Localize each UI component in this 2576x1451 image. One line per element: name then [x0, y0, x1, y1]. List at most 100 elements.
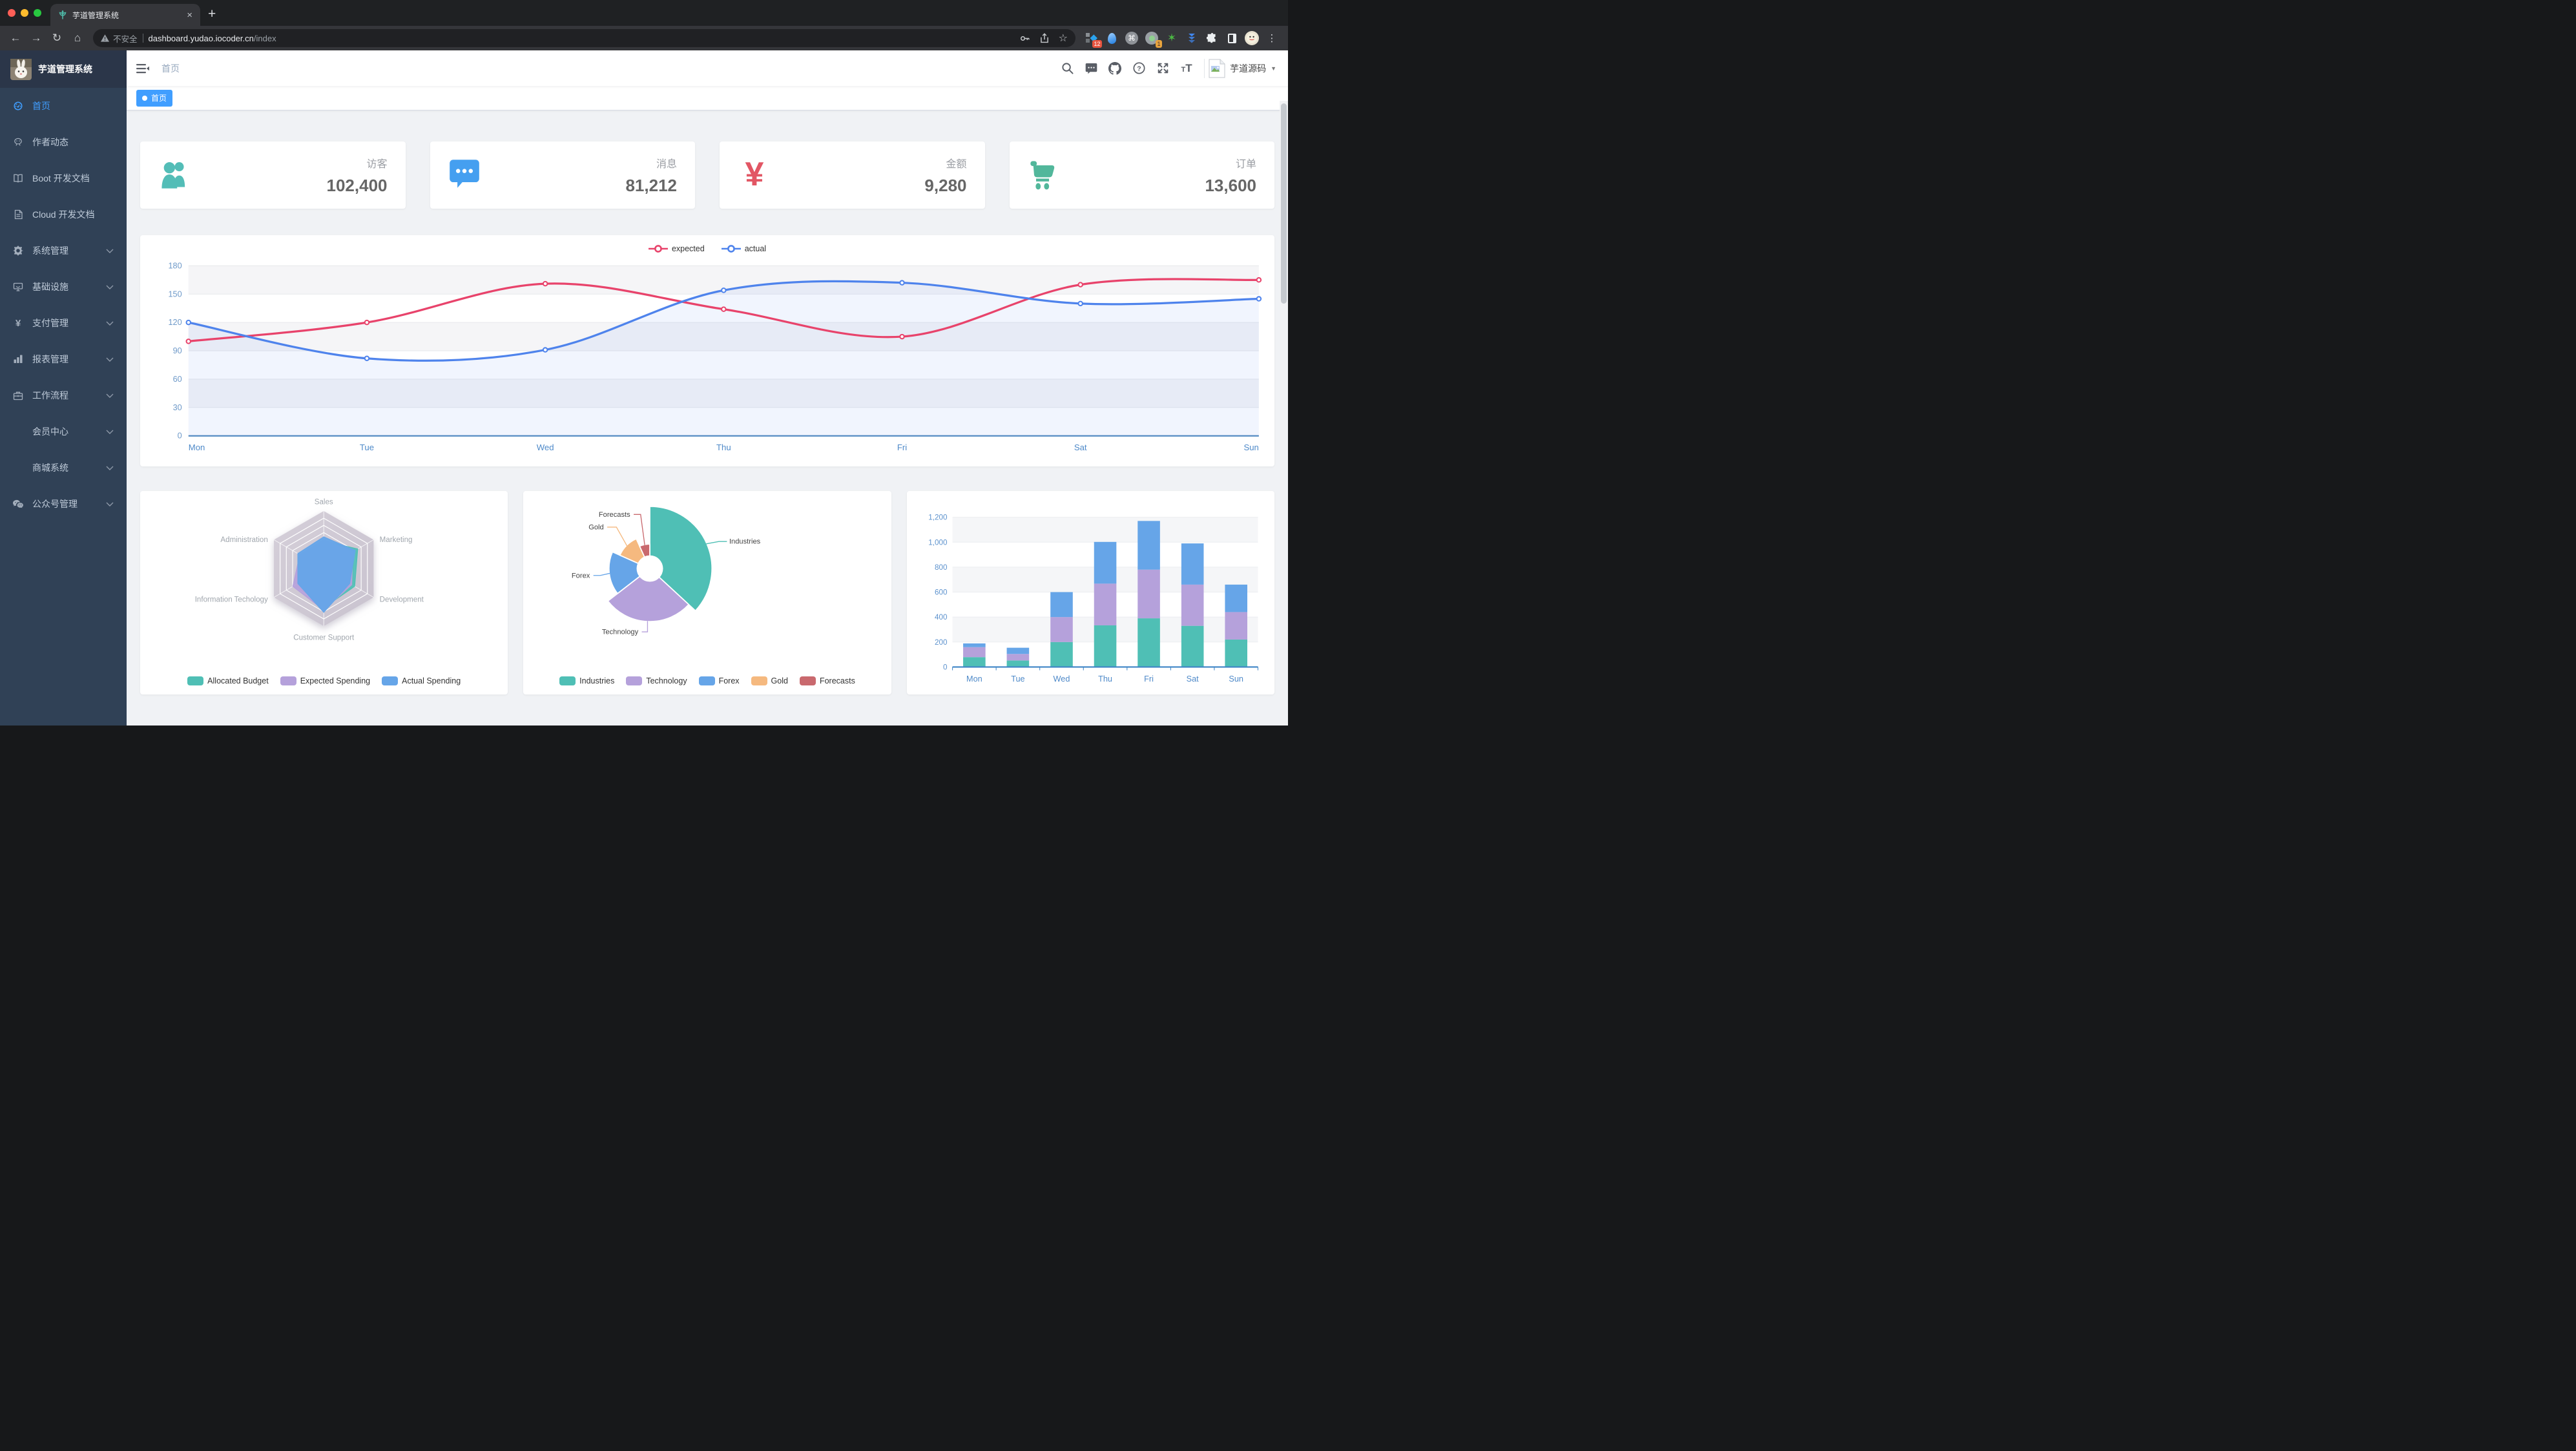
sidebar-logo[interactable]: 芋道管理系统 [0, 50, 127, 88]
balloon-icon[interactable] [1105, 31, 1119, 45]
chart-icon [13, 354, 23, 364]
breadcrumb[interactable]: 首页 [161, 63, 180, 74]
profile-avatar[interactable] [1245, 31, 1259, 45]
navbar: 首页 ? TT 芋道源码 ▼ [127, 50, 1288, 86]
security-warning[interactable]: 不安全 [101, 32, 138, 45]
browser-menu-icon[interactable]: ⋮ [1267, 33, 1277, 44]
browser-tabstrip: 芋道管理系统 × + [0, 0, 1288, 26]
sidebar-item-7[interactable]: ¥ 支付管理 [0, 305, 127, 341]
legend-item-actual[interactable]: actual [721, 244, 766, 253]
sidebar-item-5[interactable]: 系统管理 [0, 233, 127, 269]
sidebar-item-9[interactable]: 工作流程 [0, 377, 127, 413]
sidebar-item-8[interactable]: 报表管理 [0, 341, 127, 377]
tab-close-icon[interactable]: × [187, 9, 192, 21]
stat-money-icon: ¥ [745, 156, 764, 193]
green-star-icon[interactable]: ✶ [1167, 32, 1177, 44]
address-bar[interactable]: 不安全 dashboard.yudao.iocoder.cn/index ☆ [93, 29, 1075, 47]
tag-首页[interactable]: 首页 [136, 89, 173, 107]
sidebar-item-10[interactable]: 会员中心 [0, 413, 127, 450]
message-icon[interactable] [1085, 62, 1097, 75]
line-chart: 0 30 60 90 120 150 180 Mon Tue Wed Thu Fri Sat Sun [149, 242, 1265, 459]
svg-text:Fri: Fri [897, 443, 907, 452]
legend-item-Gold[interactable]: Gold [751, 676, 788, 685]
legend-item-Industries[interactable]: Industries [559, 676, 614, 685]
browser-tab[interactable]: 芋道管理系统 × [50, 4, 200, 26]
sidebar-item-4[interactable]: Cloud 开发文档 [0, 196, 127, 233]
legend-item-Forecasts[interactable]: Forecasts [799, 676, 855, 685]
sidebar-item-6[interactable]: 基础设施 [0, 269, 127, 305]
minimize-window-button[interactable] [21, 9, 28, 17]
legend-swatch [187, 676, 204, 685]
question-icon[interactable]: ? [1132, 62, 1145, 75]
legend-swatch [559, 676, 576, 685]
extension-badge: 12 [1092, 40, 1102, 48]
stat-card-1[interactable]: 访客 102,400 [140, 141, 406, 209]
chevron-down-icon [106, 502, 114, 506]
radar-chart: Sales Marketing Development Customer Suppor… [144, 495, 504, 669]
command-icon[interactable]: ⌘ [1125, 31, 1139, 45]
svg-text:Forex: Forex [572, 572, 590, 579]
sidebar-item-12[interactable]: 公众号管理 [0, 486, 127, 522]
legend-item-Expected Spending[interactable]: Expected Spending [280, 676, 370, 685]
no-icon [13, 463, 23, 473]
sidebar-item-label: 系统管理 [32, 245, 68, 256]
username: 芋道源码 [1230, 63, 1267, 74]
new-tab-button[interactable]: + [208, 6, 216, 21]
share-icon[interactable] [1039, 32, 1050, 44]
key-icon[interactable] [1019, 33, 1030, 44]
back-icon[interactable]: ← [10, 32, 21, 44]
fullscreen-icon[interactable] [1156, 62, 1169, 75]
svg-text:60: 60 [173, 375, 182, 384]
stat-message-icon [448, 158, 482, 192]
chevron-down-icon [106, 249, 114, 253]
sidebar-item-2[interactable]: 作者动态 [0, 124, 127, 160]
legend-swatch [698, 676, 715, 685]
search-icon[interactable] [1061, 62, 1074, 75]
scrollbar-thumb[interactable] [1281, 103, 1287, 304]
sidebar-item-label: 报表管理 [32, 354, 68, 364]
recorder-icon[interactable]: 1 [1145, 31, 1162, 48]
profile-avatar[interactable] [1245, 31, 1259, 45]
line-chart-card: expected actual 0 30 60 90 120 150 180 Mon Tue Wed… [140, 235, 1274, 466]
puzzle-icon[interactable] [1205, 31, 1219, 45]
chart-legend: Allocated Budget Expected Spending Actual … [140, 676, 508, 685]
forward-icon[interactable]: → [30, 32, 42, 44]
svg-text:600: 600 [935, 589, 948, 597]
stat-card-3[interactable]: ¥ 金额 9,280 [720, 141, 985, 209]
sidebar-item-11[interactable]: 商城系统 [0, 450, 127, 486]
legend-item-Technology[interactable]: Technology [626, 676, 687, 685]
user-dropdown[interactable]: 芋道源码 ▼ [1204, 58, 1276, 78]
legend-marker-icon [648, 245, 668, 253]
close-window-button[interactable] [8, 9, 16, 17]
svg-text:1,200: 1,200 [928, 514, 948, 522]
sidebar-item-label: 支付管理 [32, 318, 68, 328]
sidebar-item-3[interactable]: Boot 开发文档 [0, 160, 127, 196]
stat-card-2[interactable]: 消息 81,212 [430, 141, 695, 209]
url-text[interactable]: dashboard.yudao.iocoder.cn/index [148, 33, 276, 43]
sidepanel-icon[interactable] [1225, 31, 1239, 45]
chevrons-icon[interactable] [1185, 31, 1199, 45]
caret-down-icon: ▼ [1271, 65, 1276, 72]
home-icon[interactable]: ⌂ [74, 32, 81, 44]
legend-item-expected[interactable]: expected [648, 244, 705, 253]
gear-icon [13, 245, 23, 256]
sidebar-item-1[interactable]: 首页 [0, 88, 127, 124]
hamburger-icon[interactable] [136, 61, 150, 76]
bookmark-star-icon[interactable]: ☆ [1058, 33, 1068, 44]
bar-chart: 0 200 400 600 800 1,000 1,200 Mon Tue Wed Thu Fri Sa… [911, 495, 1271, 689]
workona-icon[interactable]: ◆ 12 [1085, 31, 1102, 48]
warning-triangle-icon [101, 34, 109, 42]
legend-item-Actual Spending[interactable]: Actual Spending [382, 676, 461, 685]
svg-text:Industries: Industries [729, 538, 761, 546]
legend-swatch [751, 676, 767, 685]
zoom-window-button[interactable] [34, 9, 41, 17]
monitor-icon [13, 282, 23, 292]
reload-icon[interactable]: ↻ [52, 32, 62, 44]
github-icon[interactable] [1108, 61, 1122, 75]
sidebar-item-label: 作者动态 [32, 137, 68, 147]
fontsize-icon[interactable]: TT [1181, 61, 1192, 74]
legend-item-Forex[interactable]: Forex [698, 676, 740, 685]
legend-item-Allocated Budget[interactable]: Allocated Budget [187, 676, 269, 685]
tag-active-dot [142, 95, 147, 101]
stat-card-4[interactable]: 订单 13,600 [1009, 141, 1274, 209]
